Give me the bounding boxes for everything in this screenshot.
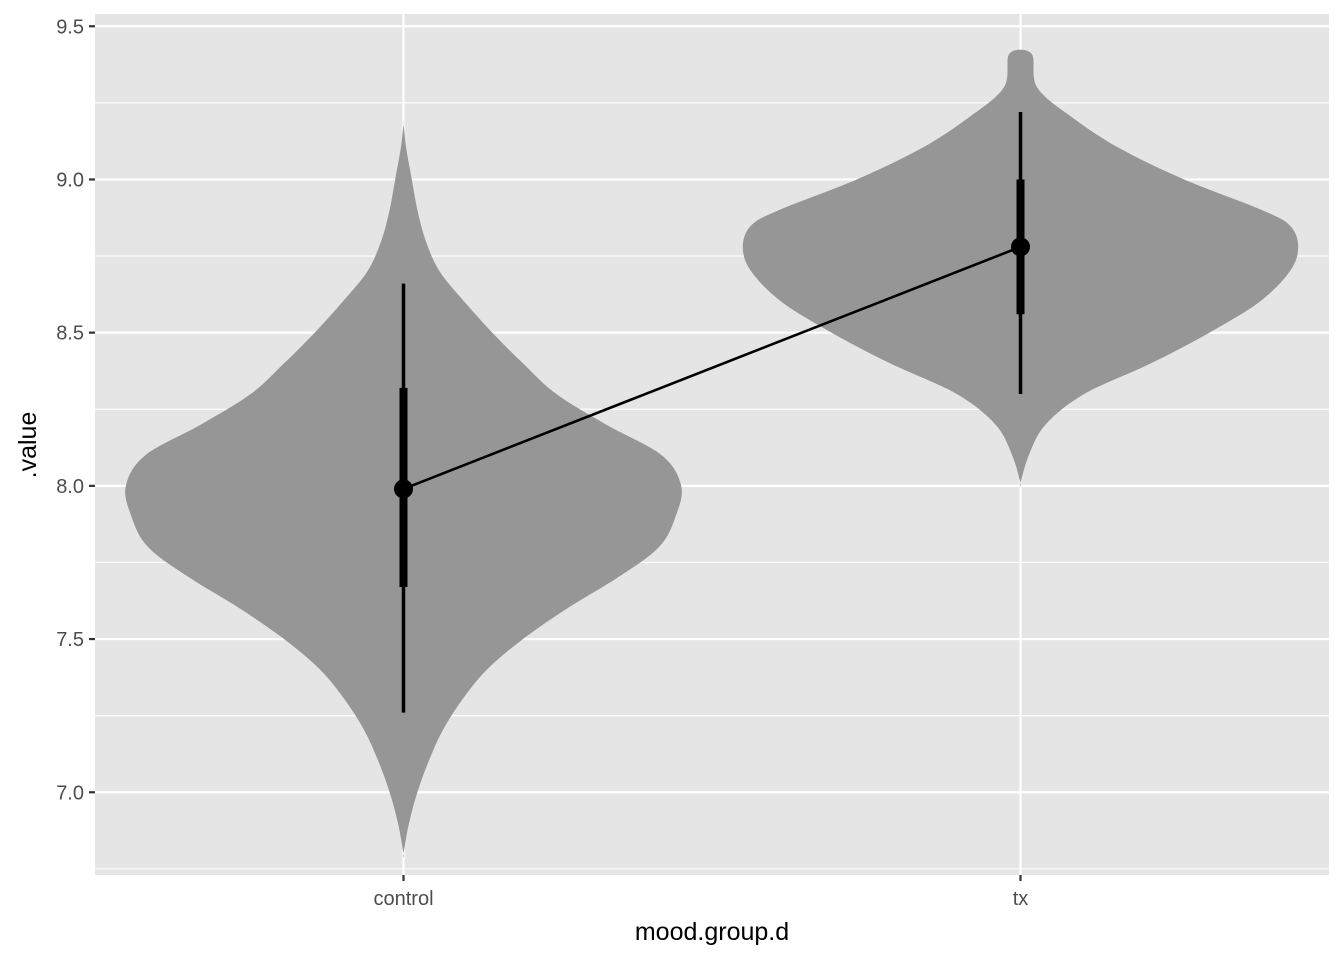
y-tick-label: 7.5 (56, 629, 84, 651)
intervals (394, 112, 1030, 713)
point-estimate-control (394, 479, 413, 499)
point-estimate-tx (1011, 237, 1030, 257)
y-tick-label: 9.0 (56, 169, 84, 191)
y-tick-label: 8.5 (56, 323, 84, 345)
y-axis: 7.0 7.5 8.0 8.5 9.0 9.5 (56, 16, 95, 804)
y-tick-label: 7.0 (56, 782, 84, 804)
y-axis-title: .value (14, 412, 42, 479)
y-tick-label: 9.5 (56, 16, 84, 38)
x-tick-label: control (373, 888, 433, 910)
x-axis: control tx (373, 875, 1028, 910)
x-tick-label: tx (1013, 888, 1029, 910)
y-tick-label: 8.0 (56, 476, 84, 498)
point-connecting-line (403, 245, 1021, 491)
x-axis-title: mood.group.d (635, 918, 789, 946)
